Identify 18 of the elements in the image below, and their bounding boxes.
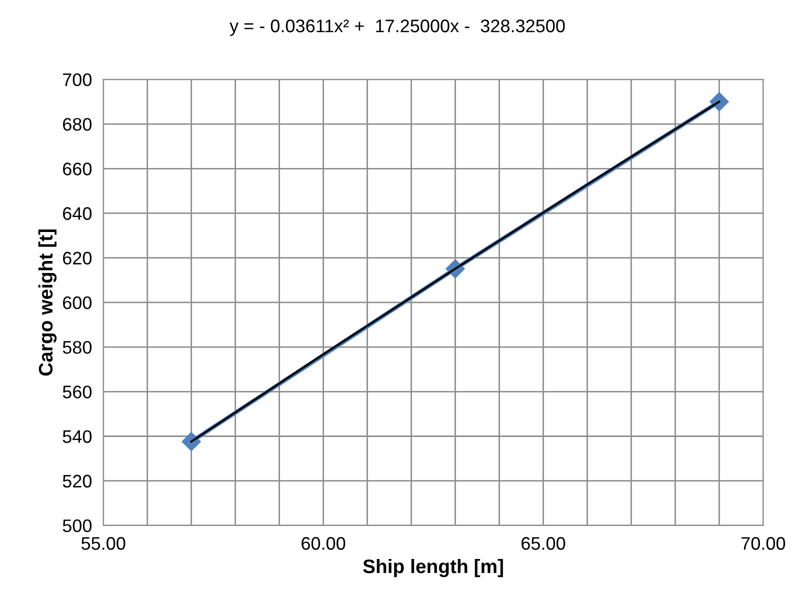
y-tick-label: 640 xyxy=(63,207,92,220)
y-tick-label: 500 xyxy=(62,519,92,532)
y-tick-label: 600 xyxy=(63,296,92,310)
x-tick-label: 70.00 xyxy=(742,537,786,550)
y-axis-title: Cargo weight [t] xyxy=(38,230,57,376)
y-tick-label: 580 xyxy=(62,340,92,354)
x-tick-label: 55.00 xyxy=(81,537,126,550)
x-tick-label: 65.00 xyxy=(522,537,566,550)
y-tick-label: 520 xyxy=(62,474,92,488)
y-tick-label: 620 xyxy=(63,252,92,265)
y-tick-label: 660 xyxy=(63,162,92,176)
x-axis-title: Ship length [m] xyxy=(363,558,503,578)
y-tick-label: 700 xyxy=(63,73,92,86)
y-tick-label: 540 xyxy=(62,430,92,443)
y-tick-label: 560 xyxy=(62,386,92,398)
x-tick-label: 60.00 xyxy=(302,537,346,550)
chart-title: y = - 0.03611x² + 17.25000x - 328.32500 xyxy=(230,20,565,36)
y-tick-label: 680 xyxy=(63,118,92,131)
